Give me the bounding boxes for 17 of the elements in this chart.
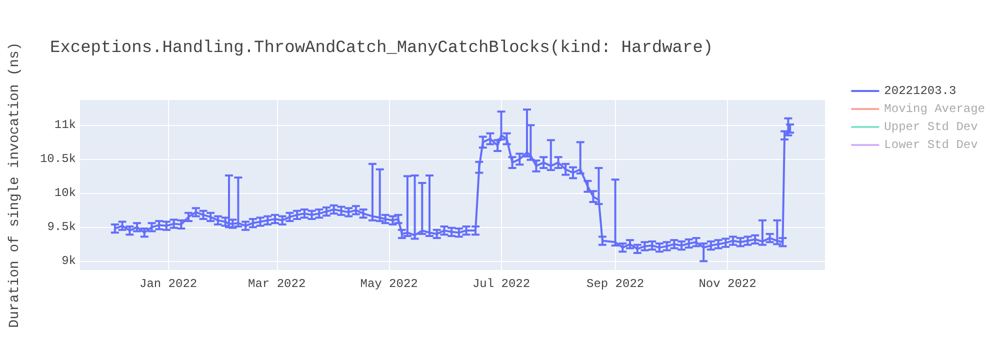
y-tick-label: 11k	[54, 118, 76, 132]
x-tick-label: Jul 2022	[472, 277, 530, 291]
y-tick-label: 9.5k	[47, 220, 76, 234]
x-tick-label: May 2022	[360, 277, 418, 291]
legend-label: 20221203.3	[884, 84, 956, 98]
x-tick-label: Mar 2022	[248, 277, 306, 291]
y-axis-title: Duration of single invocation (ns)	[7, 42, 23, 328]
x-tick-label: Nov 2022	[698, 277, 756, 291]
y-tick-label: 9k	[62, 254, 76, 268]
y-tick-label: 10k	[54, 186, 76, 200]
y-tick-label: 10.5k	[40, 152, 76, 166]
legend-label: Upper Std Dev	[884, 120, 978, 134]
chart-title: Exceptions.Handling.ThrowAndCatch_ManyCatchBlocks(kind: Hardware)	[50, 39, 714, 58]
x-tick-label: Jan 2022	[139, 277, 198, 291]
legend-label: Lower Std Dev	[884, 138, 978, 152]
x-tick-label: Sep 2022	[586, 277, 644, 291]
legend-label: Moving Average	[884, 102, 986, 116]
